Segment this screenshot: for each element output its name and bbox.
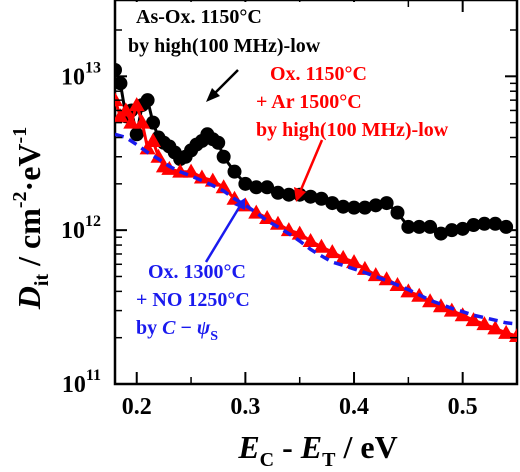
series-0-point-0	[115, 62, 122, 77]
x-tick-label-3: 0.5	[448, 394, 478, 420]
x-tick-label-0: 0.2	[122, 394, 152, 420]
series-1-point-27	[346, 254, 363, 269]
annotation-as-ox: As-Ox. 1150°C by high(100 MHz)-low	[126, 2, 394, 57]
series-0-point-37	[401, 219, 416, 234]
y-tick-label-1: 1012	[61, 213, 101, 244]
series-1-point-40	[487, 320, 504, 335]
annotation-no-line3: by C − ψS	[136, 317, 218, 344]
arrow-blue-head	[234, 198, 245, 210]
series-0-point-25	[270, 185, 285, 200]
series-0-point-7	[146, 115, 161, 130]
series-0-point-32	[347, 200, 362, 215]
annotation-no-line2: + NO 1250°C	[136, 289, 250, 311]
annotation-as-ox-line1: As-Ox. 1150°C	[136, 6, 262, 28]
series-1-point-24	[313, 238, 330, 253]
series-1-point-39	[476, 316, 493, 331]
series-line-2	[115, 132, 517, 326]
series-0-point-46	[499, 219, 514, 234]
series-0-point-42	[455, 221, 470, 236]
series-1-point-22	[291, 225, 308, 240]
series-0-point-19	[211, 135, 226, 150]
series-0-point-35	[379, 196, 394, 211]
series-1-point-4	[128, 97, 145, 112]
series-0-point-28	[303, 189, 318, 204]
y-axis-label: Dit / cm-2·eV-1	[9, 127, 53, 310]
series-1-point-5	[134, 114, 151, 129]
annotation-ar-line1: Ox. 1150°C	[270, 63, 367, 85]
series-1-point-26	[335, 249, 352, 264]
series-0-point-38	[412, 219, 427, 234]
series-1-point-34	[422, 293, 439, 308]
annotation-ar-line2: + Ar 1500°C	[256, 91, 362, 113]
series-1-point-8	[150, 148, 167, 163]
series-0-point-34	[368, 198, 383, 213]
y-tick-label-0: 1011	[62, 367, 101, 398]
series-0-point-39	[423, 219, 438, 234]
annotation-as-ox-line2: by high(100 MHz)-low	[128, 35, 321, 57]
series-0-point-21	[227, 164, 242, 179]
series-1-point-0	[115, 92, 123, 107]
series-1-point-19	[259, 209, 276, 224]
series-1-point-2	[117, 102, 134, 117]
series-0-point-6	[140, 93, 155, 108]
series-0-point-20	[216, 149, 231, 164]
series-1-point-23	[302, 233, 319, 248]
series-1-point-38	[465, 312, 482, 327]
plot-frame	[113, 0, 519, 386]
series-1-point-25	[324, 244, 341, 259]
series-0-point-43	[466, 218, 481, 233]
series-1-point-41	[498, 324, 515, 339]
annotation-no-line1: Ox. 1300°C	[148, 261, 246, 283]
x-tick-label-2: 0.4	[339, 394, 369, 420]
series-0-point-26	[281, 187, 296, 202]
tick-layer: 0.2 0.3 0.4 0.5 1011 1012 1013	[61, 0, 518, 420]
y-tick-label-2: 1013	[61, 59, 101, 90]
series-1-point-37	[454, 307, 471, 322]
annotation-no: Ox. 1300°C + NO 1250°C by C − ψS	[136, 261, 250, 344]
series-0-point-36	[390, 205, 405, 220]
arrow-black-head	[206, 88, 220, 102]
series-0-point-29	[314, 191, 329, 206]
series-1-point-28	[356, 260, 373, 275]
annotation-arrows	[204, 69, 324, 263]
series-0-point-41	[444, 223, 459, 238]
arrow-red	[298, 139, 324, 193]
series-0-point-22	[238, 176, 253, 191]
annotation-ar-line3: by high(100 MHz)-low	[256, 119, 449, 141]
series-1-point-30	[378, 271, 395, 286]
arrow-black	[211, 69, 239, 97]
x-tick-label-1: 0.3	[230, 394, 260, 420]
series-0-point-4	[129, 127, 144, 142]
series-1-point-35	[432, 298, 449, 313]
series-layer	[115, 62, 517, 343]
series-1-point-7	[145, 132, 162, 147]
series-0-point-24	[260, 180, 275, 195]
series-1-point-3	[123, 114, 140, 129]
series-0-point-31	[336, 199, 351, 214]
series-1-point-15	[215, 179, 232, 194]
annotation-ar: Ox. 1150°C + Ar 1500°C by high(100 MHz)-…	[256, 63, 449, 141]
series-0-point-30	[325, 196, 340, 211]
x-axis-label: EC - ET / eV	[237, 429, 397, 471]
series-1-point-42	[509, 328, 517, 343]
series-0-point-40	[433, 226, 448, 241]
arrow-blue	[204, 205, 242, 263]
series-0-point-23	[249, 180, 264, 195]
series-0-point-44	[477, 216, 492, 231]
series-0-point-33	[357, 200, 372, 215]
series-0-point-45	[488, 216, 503, 231]
arrow-red-head	[294, 187, 306, 202]
